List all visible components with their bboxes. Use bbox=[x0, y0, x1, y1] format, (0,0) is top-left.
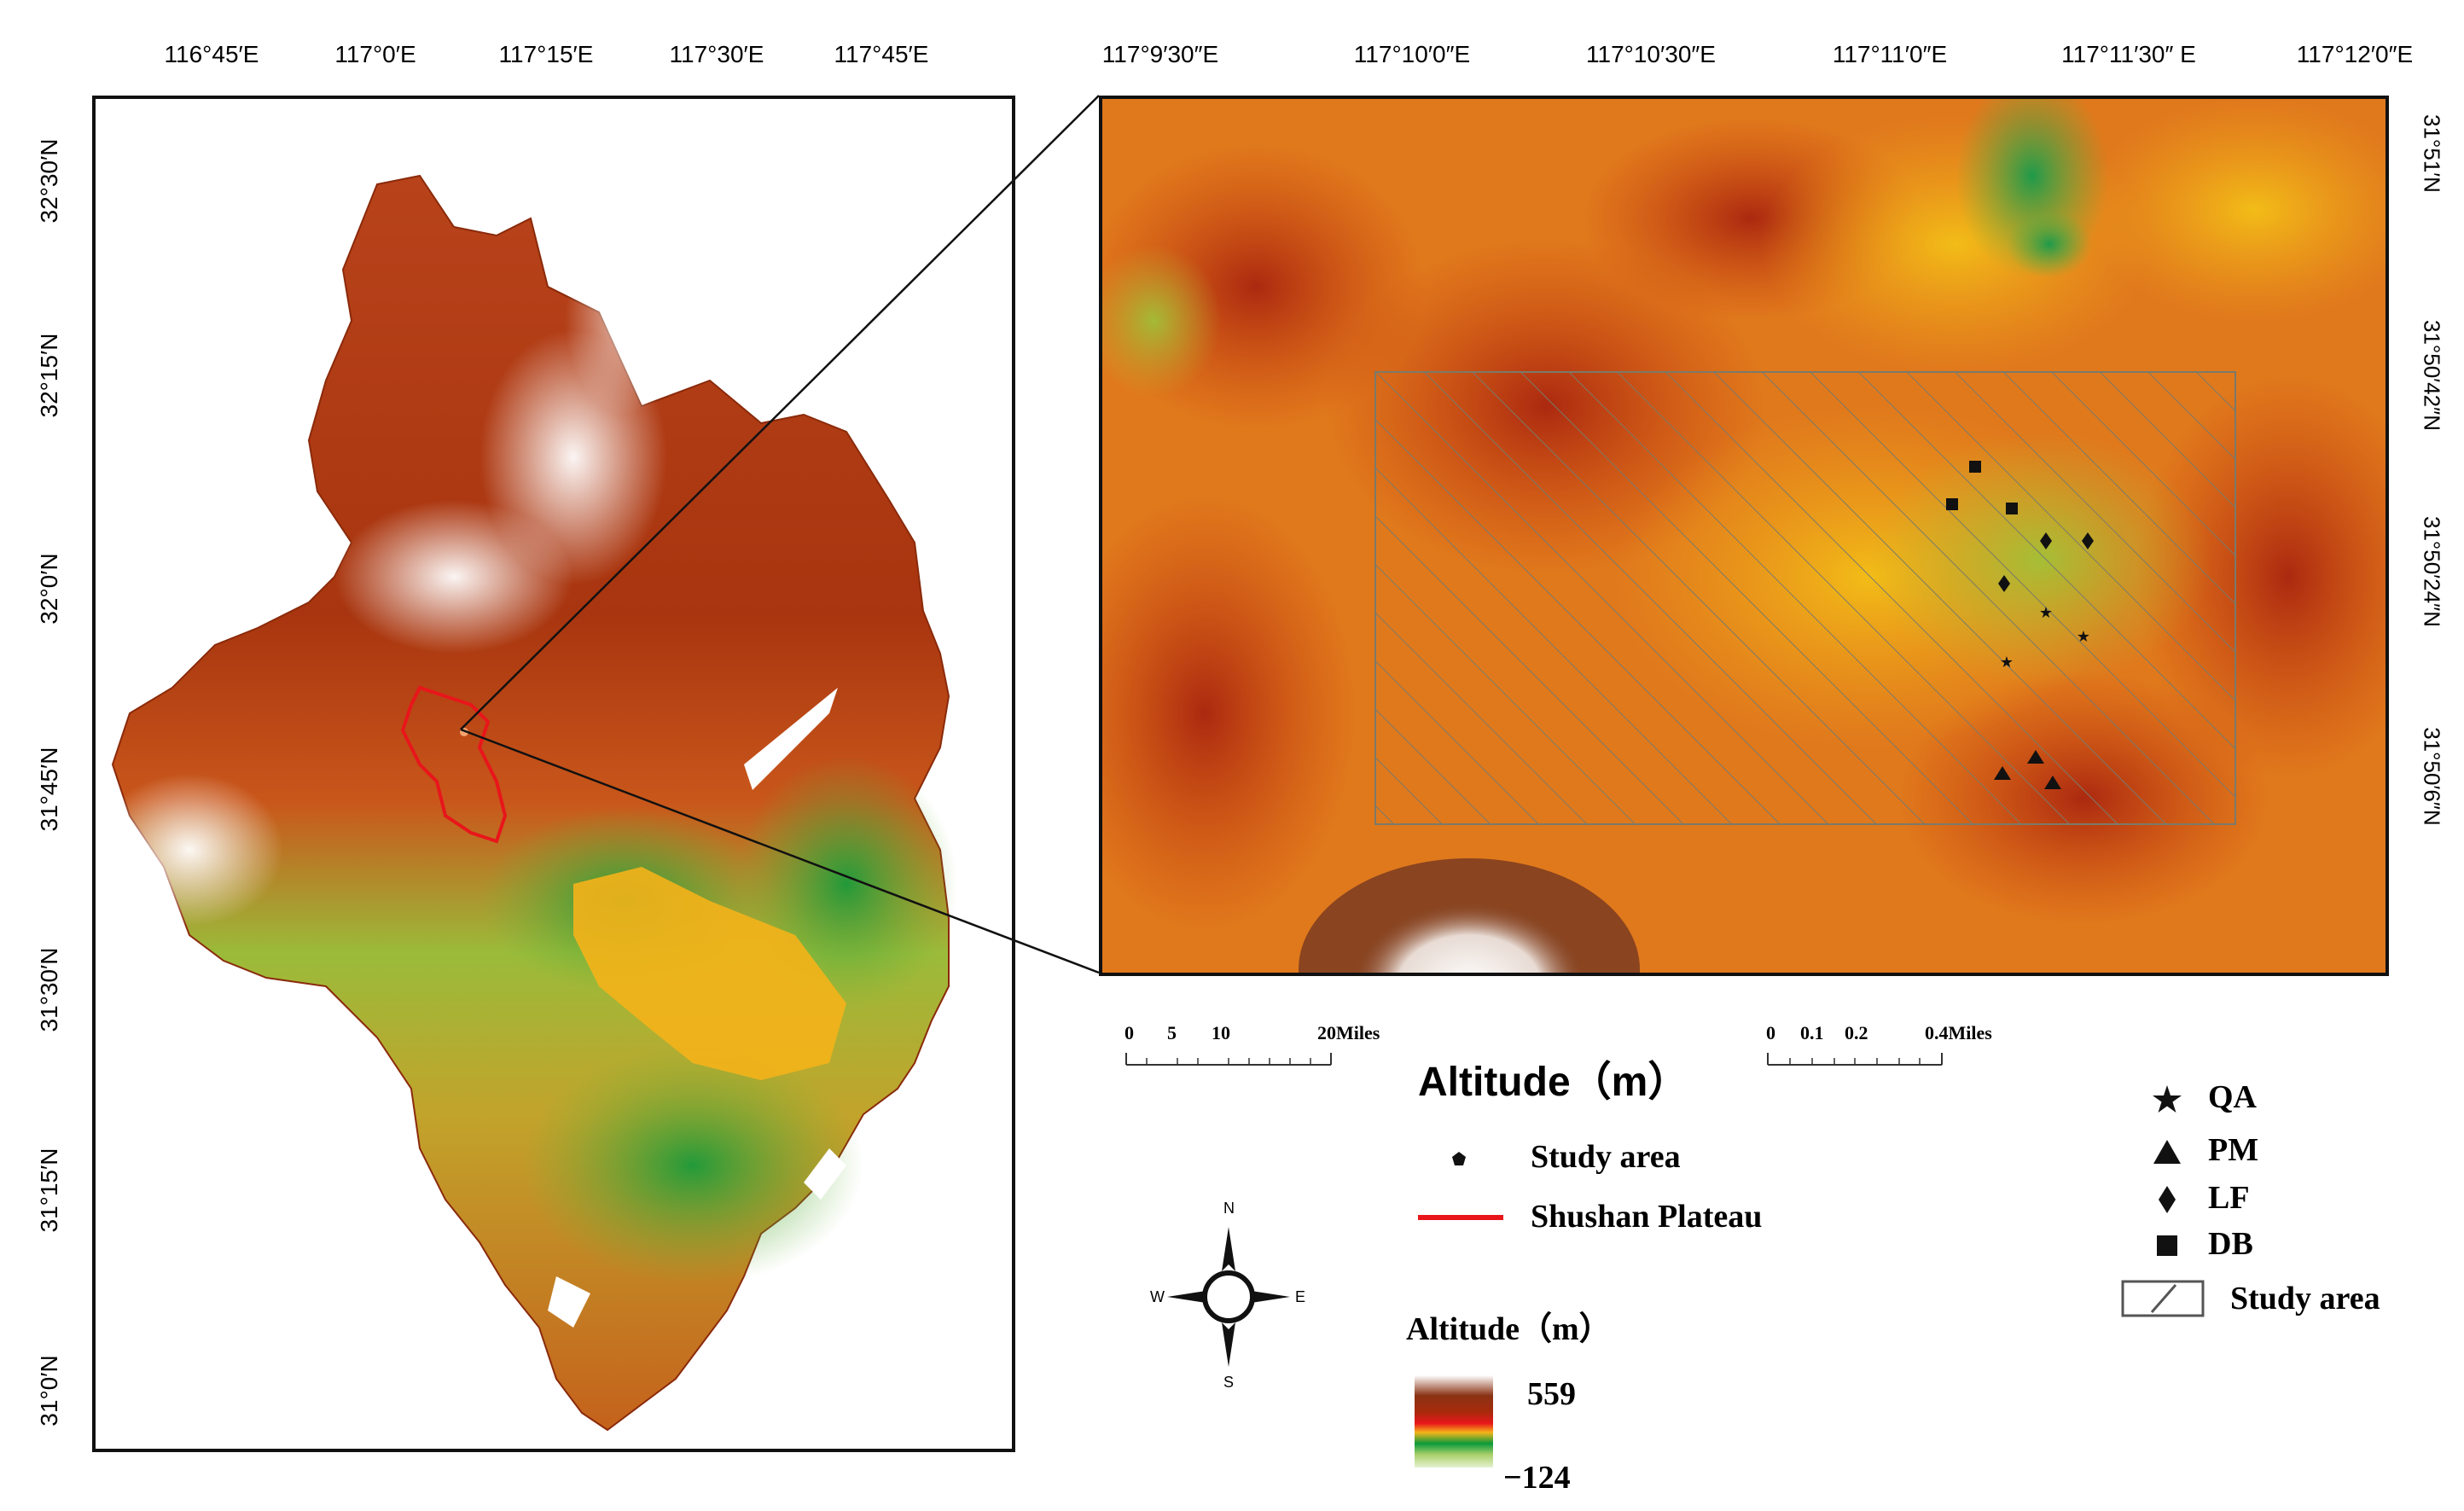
top-tick-116-45: 116°45′E bbox=[164, 41, 259, 67]
inset-right-tick-1: 31°51′N bbox=[2419, 114, 2445, 193]
scale-right-label-0-1: 0.1 bbox=[1800, 1022, 1824, 1043]
sample-points: ★ ★ ★ bbox=[1946, 461, 2094, 789]
db-marker bbox=[1946, 498, 1958, 510]
db-marker bbox=[1969, 461, 1981, 473]
scale-bar-left: 0 5 10 20Miles bbox=[1124, 1022, 1380, 1073]
compass-w: W bbox=[1150, 1288, 1165, 1305]
lf-marker bbox=[2040, 532, 2052, 549]
inset-map-frame: ★ ★ ★ bbox=[1099, 96, 2389, 976]
altitude-max-label: 559 bbox=[1527, 1376, 1576, 1412]
top-tick-117-0: 117°0′E bbox=[334, 41, 416, 67]
scale-bar-right: 0 0.1 0.2 0.4Miles bbox=[1766, 1022, 2039, 1073]
dot-icon bbox=[1450, 1150, 1467, 1167]
legend-qa-label: QA bbox=[2208, 1079, 2257, 1115]
legend-lf-label: LF bbox=[2208, 1180, 2250, 1216]
legend-study-area-box-label: Study area bbox=[2230, 1281, 2380, 1316]
legend-pm-label: PM bbox=[2208, 1132, 2259, 1168]
compass-s: S bbox=[1223, 1374, 1235, 1391]
red-line bbox=[1418, 1215, 1503, 1220]
hatched-box-icon bbox=[2121, 1278, 2206, 1321]
inset-top-tick-3: 117°10′30″E bbox=[1586, 41, 1716, 67]
scale-right-ruler bbox=[1767, 1053, 1943, 1066]
scale-right-label-0-4: 0.4Miles bbox=[1925, 1022, 1992, 1043]
overview-map bbox=[96, 174, 957, 1432]
triangle-icon bbox=[2150, 1135, 2184, 1169]
top-tick-117-15: 117°15′E bbox=[498, 41, 594, 67]
qa-marker: ★ bbox=[2077, 628, 2090, 646]
compass-n: N bbox=[1223, 1200, 1235, 1217]
pm-marker bbox=[2027, 750, 2044, 764]
legend-study-area-label: Study area bbox=[1531, 1139, 1681, 1175]
pm-marker bbox=[2044, 776, 2061, 789]
db-marker bbox=[2006, 503, 2018, 514]
inset-right-tick-4: 31°50′6″N bbox=[2419, 727, 2445, 826]
star-icon bbox=[2150, 1082, 2184, 1116]
square-icon bbox=[2150, 1229, 2184, 1263]
scale-left-label-5: 5 bbox=[1167, 1022, 1177, 1043]
lf-marker bbox=[2082, 532, 2094, 549]
top-tick-117-45: 117°45′E bbox=[834, 41, 929, 67]
qa-marker: ★ bbox=[2000, 654, 2014, 671]
inset-map: ★ ★ ★ bbox=[1102, 99, 2386, 973]
top-tick-117-30: 117°30′E bbox=[669, 41, 764, 67]
altitude-min-label: −124 bbox=[1503, 1460, 1571, 1496]
overview-map-frame bbox=[92, 96, 1015, 1452]
scale-left-label-0: 0 bbox=[1124, 1022, 1134, 1043]
inset-right-tick-3: 31°50′24″N bbox=[2419, 515, 2445, 628]
study-area-hatched-region bbox=[1374, 371, 2236, 825]
scale-left-label-20: 20Miles bbox=[1317, 1022, 1380, 1043]
lf-marker bbox=[1998, 575, 2010, 592]
diamond-icon bbox=[2150, 1183, 2184, 1217]
scale-left-label-10: 10 bbox=[1212, 1022, 1230, 1043]
inset-top-tick-5: 117°11′30″ E bbox=[2061, 41, 2196, 67]
yellow-lake bbox=[573, 867, 846, 1080]
inset-right-tick-2: 31°50′42″N bbox=[2419, 319, 2445, 432]
shushan-plateau-boundary bbox=[400, 685, 508, 844]
scale-right-label-0-2: 0.2 bbox=[1845, 1022, 1868, 1043]
qa-marker: ★ bbox=[2039, 604, 2053, 622]
altitude-scale-title: Altitude（m） bbox=[1406, 1311, 1612, 1347]
compass-rose: N S W E bbox=[1150, 1200, 1306, 1391]
scale-right-label-0: 0 bbox=[1766, 1022, 1775, 1043]
legend-shushan-label: Shushan Plateau bbox=[1531, 1199, 1763, 1235]
inset-top-tick-6: 117°12′0″E bbox=[2296, 41, 2414, 67]
inset-top-tick-1: 117°9′30″E bbox=[1101, 41, 1219, 67]
inset-top-tick-2: 117°10′0″E bbox=[1353, 41, 1471, 67]
scale-left-ruler bbox=[1125, 1053, 1332, 1066]
altitude-color-ramp bbox=[1415, 1375, 1493, 1467]
legend-main-title: Altitude（m） bbox=[1418, 1060, 1689, 1105]
compass-e: E bbox=[1295, 1288, 1306, 1305]
inset-top-tick-4: 117°11′0″E bbox=[1832, 41, 1948, 67]
legend-db-label: DB bbox=[2208, 1226, 2253, 1262]
pm-marker bbox=[1994, 766, 2011, 780]
